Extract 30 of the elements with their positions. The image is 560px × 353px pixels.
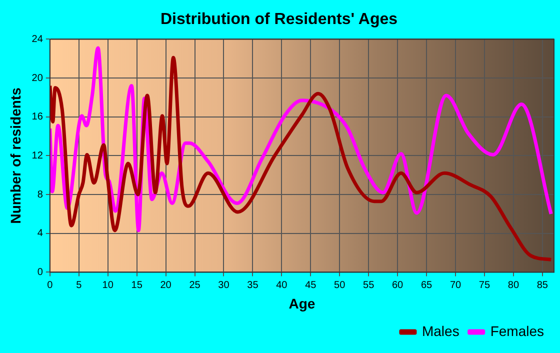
x-tick-label: 25 <box>189 280 201 291</box>
x-tick-label: 75 <box>478 280 490 291</box>
x-tick-label: 10 <box>102 280 114 291</box>
x-tick-label: 40 <box>276 280 288 291</box>
x-tick-label: 35 <box>247 280 259 291</box>
y-tick-label: 20 <box>32 72 44 84</box>
x-tick-label: 65 <box>420 280 433 291</box>
y-tick-label: 24 <box>32 34 44 45</box>
x-tick-label: 50 <box>334 280 346 291</box>
x-tick-label: 0 <box>47 280 54 291</box>
x-tick-label: 45 <box>305 280 317 291</box>
x-tick-label: 80 <box>508 280 520 291</box>
chart-title: Distribution of Residents' Ages <box>160 11 398 28</box>
x-tick-label: 85 <box>536 280 548 291</box>
y-tick-label: 8 <box>37 189 44 200</box>
y-tick-label: 16 <box>32 112 44 123</box>
y-tick-label: 12 <box>32 150 44 162</box>
y-tick-label: 4 <box>37 228 44 240</box>
x-axis-title: Age <box>288 295 316 312</box>
x-tick-label: 70 <box>450 280 462 291</box>
y-tick-label: 0 <box>37 266 44 278</box>
x-tick-label: 60 <box>392 280 404 291</box>
y-axis-title: Number of residents <box>7 87 24 224</box>
legend-label: Females <box>490 322 544 339</box>
x-tick-label: 30 <box>218 280 230 291</box>
x-tick-label: 20 <box>160 280 172 291</box>
legend-label: Males <box>422 322 460 339</box>
x-tick-label: 55 <box>363 280 375 291</box>
x-tick-label: 5 <box>76 280 82 291</box>
x-tick-label: 15 <box>131 280 143 291</box>
